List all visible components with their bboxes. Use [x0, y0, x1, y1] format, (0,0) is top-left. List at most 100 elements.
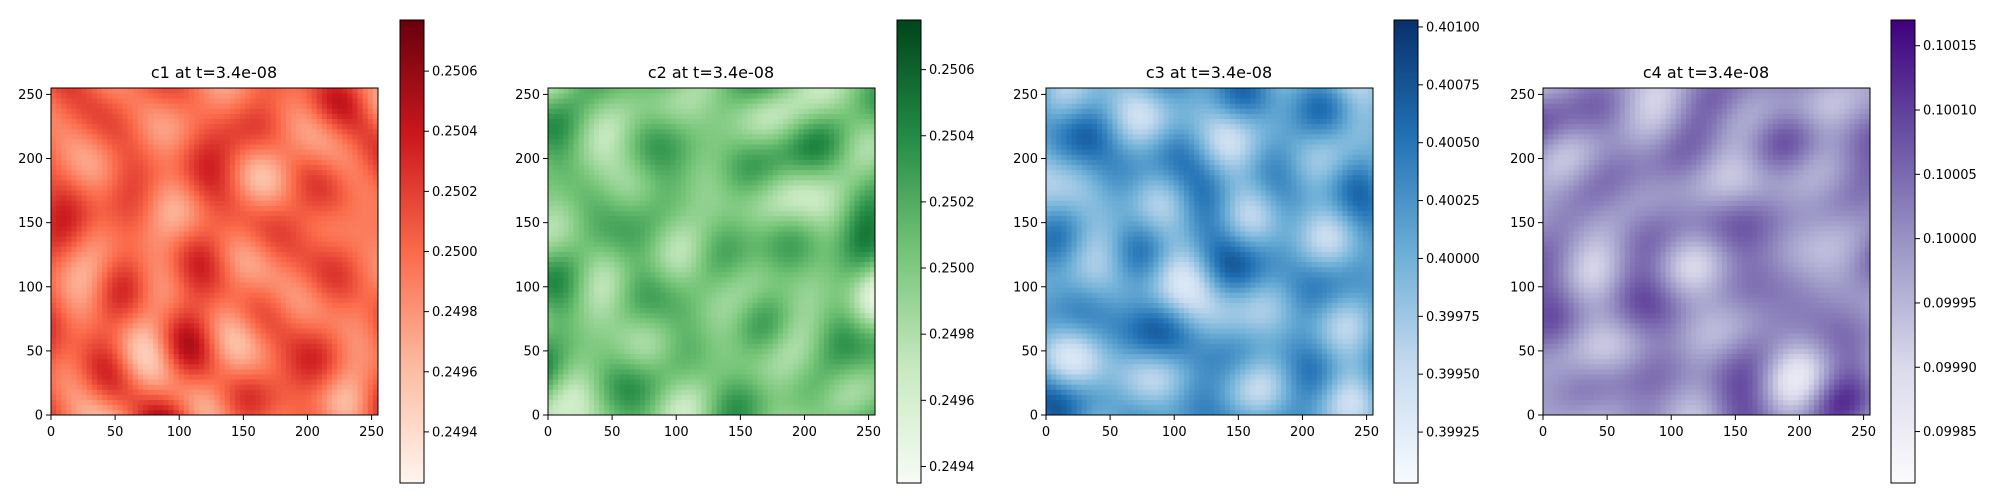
heatmap-cell: [209, 185, 215, 191]
heatmap-cell: [240, 374, 246, 380]
heatmap-cell: [66, 358, 72, 365]
heatmap-cell: [71, 379, 77, 385]
heatmap-cell: [183, 159, 190, 165]
heatmap-cell: [204, 338, 210, 344]
heatmap-cell: [219, 185, 226, 191]
heatmap-cell: [56, 394, 62, 401]
heatmap-cell: [209, 394, 215, 401]
heatmap-cell: [173, 277, 180, 283]
heatmap-cell: [56, 108, 62, 114]
heatmap-cell: [280, 363, 287, 370]
heatmap-cell: [183, 297, 190, 303]
heatmap-cell: [291, 139, 297, 145]
heatmap-cell: [102, 185, 108, 191]
heatmap-cell: [301, 363, 307, 370]
heatmap-cell: [357, 389, 364, 395]
heatmap-cell: [357, 266, 364, 273]
heatmap-cell: [280, 215, 287, 222]
y-tick-label: 250: [18, 88, 43, 103]
heatmap-cell: [347, 338, 353, 344]
heatmap-cell: [137, 348, 144, 355]
heatmap-cell: [250, 363, 256, 370]
heatmap-cell: [245, 292, 251, 298]
heatmap-cell: [265, 195, 272, 201]
heatmap-cell: [66, 200, 72, 206]
heatmap-cell: [321, 159, 328, 165]
heatmap-cell: [568, 358, 574, 365]
heatmap-cell: [173, 348, 180, 355]
heatmap-cell: [332, 404, 338, 411]
heatmap-cell: [188, 123, 195, 130]
heatmap-cell: [245, 323, 251, 329]
heatmap-cell: [199, 205, 205, 211]
heatmap-cell: [51, 374, 57, 380]
heatmap-cell: [234, 251, 241, 257]
heatmap-cell: [132, 123, 139, 130]
heatmap-cell: [670, 384, 677, 390]
heatmap-cell: [245, 353, 251, 360]
heatmap-cell: [347, 251, 353, 257]
heatmap-cell: [132, 205, 139, 211]
heatmap-cell: [347, 317, 353, 324]
heatmap-cell: [624, 358, 631, 365]
heatmap-cell: [214, 159, 220, 165]
heatmap-cell: [255, 287, 261, 293]
heatmap-cell: [112, 271, 118, 278]
heatmap-cell: [260, 379, 266, 385]
heatmap-cell: [316, 399, 323, 406]
heatmap-cell: [670, 358, 677, 365]
heatmap-cell: [142, 374, 149, 380]
heatmap-cell: [869, 358, 876, 365]
heatmap-cell: [183, 287, 190, 293]
heatmap-cell: [183, 353, 190, 360]
heatmap-cell: [609, 374, 615, 380]
heatmap-cell: [204, 159, 210, 165]
heatmap-cell: [117, 154, 123, 160]
heatmap-cell: [188, 302, 195, 309]
heatmap-cell: [326, 328, 333, 334]
heatmap-cell: [173, 144, 180, 150]
heatmap-cell: [137, 169, 144, 176]
heatmap-cell: [173, 88, 180, 94]
heatmap-cell: [76, 317, 83, 324]
heatmap-cell: [66, 246, 72, 252]
heatmap-cell: [178, 93, 185, 99]
heatmap-cell: [250, 139, 256, 145]
heatmap-cell: [199, 394, 205, 401]
heatmap-cell: [240, 404, 246, 411]
heatmap-cell: [122, 302, 128, 309]
heatmap-cell: [286, 333, 292, 339]
heatmap-cell: [132, 343, 139, 349]
heatmap-cell: [112, 399, 118, 406]
heatmap-cell: [337, 389, 343, 395]
heatmap-cell: [321, 195, 328, 201]
heatmap-cell: [316, 363, 323, 370]
heatmap-cell: [107, 328, 113, 334]
heatmap-cell: [691, 409, 697, 416]
heatmap-cell: [854, 348, 861, 355]
heatmap-cell: [56, 333, 62, 339]
heatmap-cell: [76, 231, 83, 237]
heatmap-cell: [91, 307, 98, 314]
heatmap-cell: [260, 394, 266, 401]
heatmap-cell: [209, 195, 215, 201]
heatmap-cell: [102, 363, 108, 370]
heatmap-cell: [96, 149, 103, 155]
heatmap-cell: [204, 93, 210, 99]
heatmap-cell: [357, 225, 364, 232]
heatmap-cell: [255, 246, 261, 252]
heatmap-cell: [829, 363, 835, 370]
heatmap-cell: [372, 343, 379, 349]
heatmap-cell: [818, 389, 825, 395]
heatmap-cell: [553, 343, 559, 349]
heatmap-cell: [194, 205, 200, 211]
heatmap-cell: [367, 338, 374, 344]
heatmap-cell: [311, 399, 318, 406]
heatmap-cell: [234, 282, 241, 288]
heatmap-cell: [593, 384, 600, 390]
heatmap-cell: [270, 241, 277, 247]
heatmap-cell: [270, 169, 277, 176]
heatmap-cell: [163, 190, 169, 196]
heatmap-cell: [163, 185, 169, 191]
heatmap-cell: [367, 297, 374, 303]
